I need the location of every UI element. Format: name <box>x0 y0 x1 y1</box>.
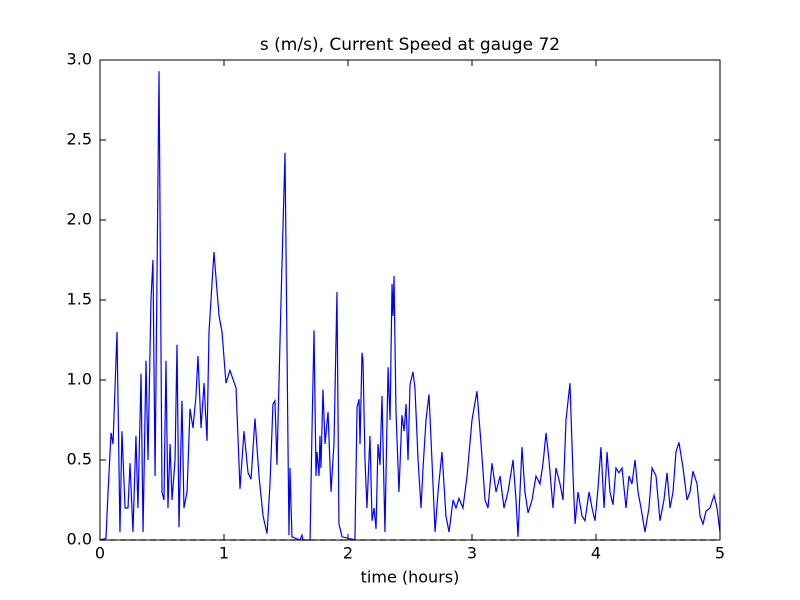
x-tick-label: 0 <box>95 544 105 563</box>
y-tick-label: 0.5 <box>67 450 92 469</box>
y-tick-label: 1.5 <box>67 290 92 309</box>
plot-frame <box>99 59 721 541</box>
chart-title: s (m/s), Current Speed at gauge 72 <box>260 35 560 55</box>
x-tick-label: 4 <box>591 544 601 563</box>
x-tick-label: 2 <box>343 544 353 563</box>
y-tick-label: 2.0 <box>67 210 92 229</box>
y-tick-label: 2.5 <box>67 130 92 149</box>
y-tick-label: 0.0 <box>67 530 92 549</box>
x-tick-label: 5 <box>715 544 725 563</box>
y-tick-label: 1.0 <box>67 370 92 389</box>
y-tick-label: 3.0 <box>67 50 92 69</box>
x-tick-label: 3 <box>467 544 477 563</box>
series-line <box>99 71 721 541</box>
x-axis-label: time (hours) <box>361 568 460 587</box>
x-tick-label: 1 <box>219 544 229 563</box>
